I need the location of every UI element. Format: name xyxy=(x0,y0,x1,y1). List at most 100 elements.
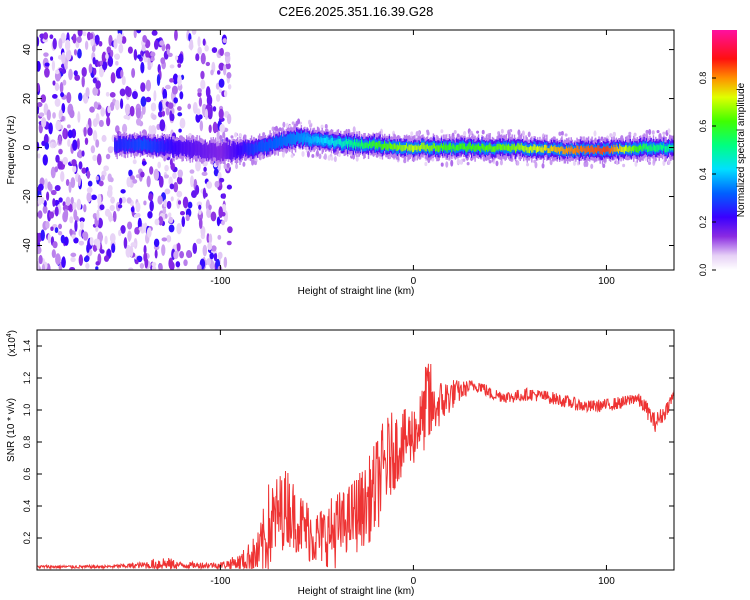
spectrogram-ridge-cell xyxy=(270,141,272,147)
spectrogram-ridge-cell xyxy=(311,138,313,144)
spectrogram-halo-blob xyxy=(495,160,499,167)
spectrogram-noise-blob xyxy=(226,113,232,125)
spectrogram-noise-blob xyxy=(195,184,200,195)
spectrogram-halo-blob xyxy=(602,163,606,169)
spectrogram-ridge-cell xyxy=(538,146,540,152)
spectrogram-ridge-cell xyxy=(182,145,184,153)
spectrogram-noise-blob xyxy=(170,196,174,202)
spectrogram-ridge-cell xyxy=(406,142,408,149)
spectrogram-noise-blob xyxy=(223,256,228,268)
spectrogram-noise-blob xyxy=(54,227,59,234)
spectrogram-noise-blob xyxy=(106,116,111,127)
spectrogram-ridge-cell xyxy=(265,144,268,151)
spectrogram-ridge-cell xyxy=(168,142,171,150)
spectrogram-ridge-cell xyxy=(377,142,379,150)
spectrogram-ridge-cell xyxy=(619,144,621,152)
spectrogram-noise-blob xyxy=(89,236,94,246)
spectrogram-noise-blob xyxy=(151,30,158,36)
spectrogram-ridge-cell xyxy=(153,141,155,148)
spectrogram-ridge-cell xyxy=(385,143,387,151)
spectrogram-ridge-cell xyxy=(243,144,246,152)
spectrogram-ridge-cell xyxy=(173,145,175,152)
spectrogram-ridge-cell xyxy=(372,140,374,147)
spectrogram-ridge-cell xyxy=(246,146,248,152)
spectrogram-noise-blob xyxy=(163,199,167,208)
spectrogram-ridge-cell xyxy=(191,147,194,154)
spectrogram-x-tick-label: -100 xyxy=(210,276,230,287)
spectrogram-ridge-cell xyxy=(142,143,144,148)
spectrogram-noise-blob xyxy=(157,111,164,118)
spectrogram-ridge-cell xyxy=(557,146,560,152)
spectrogram-noise-blob xyxy=(225,62,231,70)
spectrogram-noise-blob xyxy=(168,257,174,270)
snr-x-ticks: -100 0 100 xyxy=(210,330,615,587)
spectrogram-noise-blob xyxy=(146,227,152,238)
spectrogram-noise-blob xyxy=(192,101,198,114)
spectrogram-halo-blob xyxy=(415,130,419,137)
snr-y-multiplier: (x104) xyxy=(6,330,18,357)
spectrogram-ridge-cell xyxy=(161,141,164,149)
colorbar-tick-label: 0.2 xyxy=(698,216,708,229)
spectrogram-ridge-cell xyxy=(446,145,449,153)
spectrogram-noise-blob xyxy=(161,110,166,117)
spectrogram-noise-blob xyxy=(191,30,197,35)
spectrogram-ridge-cell xyxy=(645,143,648,150)
spectrogram-ridge-cell xyxy=(548,148,550,154)
spectrogram-ridge-cell xyxy=(541,145,543,153)
spectrogram-noise-blob xyxy=(74,220,78,232)
spectrogram-ridge-cell xyxy=(490,145,493,152)
spectrogram-ridge-cell xyxy=(172,145,174,152)
spectrogram-ridge-cell xyxy=(505,143,508,151)
spectrogram-noise-blob xyxy=(109,204,115,212)
spectrogram-ridge-cell xyxy=(359,143,362,149)
spectrogram-ridge-cell xyxy=(242,145,245,152)
spectrogram-ridge-cell xyxy=(341,141,343,149)
spectrogram-ridge-cell xyxy=(468,142,471,150)
spectrogram-noise-blob xyxy=(157,161,161,169)
spectrogram-noise-blob xyxy=(200,52,206,65)
spectrogram-ridge-cell xyxy=(294,136,297,143)
spectrogram-ridge-cell xyxy=(263,144,266,150)
spectrogram-ridge-cell xyxy=(232,147,234,153)
spectrogram-noise-blob xyxy=(173,181,179,193)
spectrogram-ridge-cell xyxy=(164,145,166,151)
spectrogram-ridge-cell xyxy=(233,146,235,153)
spectrogram-noise-blob xyxy=(109,146,115,151)
spectrogram-ridge-cell xyxy=(394,143,396,149)
spectrogram-ridge-cell xyxy=(399,142,401,150)
spectrogram-ridge-cell xyxy=(422,142,424,150)
spectrogram-ridge-cell xyxy=(195,144,197,152)
spectrogram-noise-blob xyxy=(136,213,141,218)
spectrogram-ridge-cell xyxy=(211,148,213,156)
spectrogram-noise-blob xyxy=(95,261,100,266)
spectrogram-noise-blob xyxy=(159,40,165,46)
spectrogram-noise-blob xyxy=(52,112,56,119)
spectrogram-ridge-cell xyxy=(556,147,559,154)
spectrogram-halo-blob xyxy=(527,131,531,138)
spectrogram-ridge-cell xyxy=(430,145,432,151)
spectrogram-ridge-cell xyxy=(561,146,563,152)
spectrogram-ridge-cell xyxy=(323,137,326,144)
spectrogram-ridge-cell xyxy=(582,147,584,153)
spectrogram-ridge-cell xyxy=(190,146,193,152)
spectrogram-halo-blob xyxy=(572,160,576,166)
spectrogram-ridge-cell xyxy=(349,140,351,148)
spectrogram-ridge-cell xyxy=(373,140,376,147)
spectrogram-noise-blob xyxy=(168,212,172,218)
spectrogram-ridge-cell xyxy=(289,137,291,143)
spectrogram-noise-blob xyxy=(206,258,212,266)
spectrogram-noise-blob xyxy=(92,130,98,142)
spectrogram-ridge-cell xyxy=(352,142,355,149)
spectrogram-noise-blob xyxy=(114,99,120,111)
spectrogram-noise-blob xyxy=(52,241,58,249)
spectrogram-noise-blob xyxy=(162,207,167,214)
spectrogram-noise-blob xyxy=(169,78,174,83)
spectrogram-ridge-cell xyxy=(177,145,180,152)
spectrogram-noise-blob xyxy=(61,115,65,122)
spectrogram-noise-blob xyxy=(37,210,43,219)
spectrogram-halo-blob xyxy=(459,159,463,165)
spectrogram-noise-blob xyxy=(37,82,40,92)
spectrogram-noise-blob xyxy=(153,168,160,181)
spectrogram-noise-blob xyxy=(159,119,166,132)
spectrogram-noise-blob xyxy=(61,102,66,114)
